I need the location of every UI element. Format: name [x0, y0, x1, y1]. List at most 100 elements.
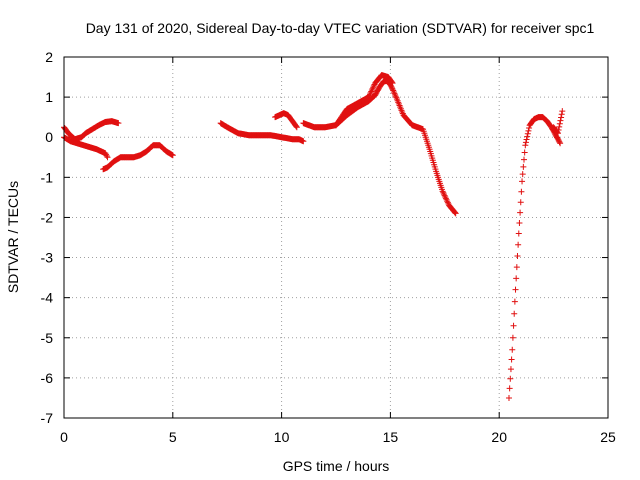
data-point	[558, 111, 565, 118]
data-point	[559, 108, 566, 115]
data-point	[369, 85, 376, 92]
y-tick-label: 1	[45, 89, 53, 105]
data-point	[518, 188, 525, 195]
y-tick-label: -3	[41, 250, 54, 266]
data-series	[217, 120, 307, 145]
data-point	[368, 87, 375, 94]
data-point	[517, 199, 524, 206]
data-point	[367, 89, 374, 96]
data-point	[524, 130, 531, 137]
chart-title: Day 131 of 2020, Sidereal Day-to-day VTE…	[86, 20, 595, 36]
data-point	[103, 151, 110, 158]
data-point	[115, 120, 122, 127]
data-point	[515, 241, 522, 248]
data-point	[366, 92, 373, 99]
data-point	[556, 120, 563, 127]
data-point	[519, 171, 526, 178]
data-series	[100, 142, 176, 173]
data-point	[393, 94, 400, 101]
data-series	[505, 114, 564, 401]
data-point	[505, 394, 512, 401]
data-point	[521, 156, 528, 163]
data-point	[508, 356, 515, 363]
data-point	[526, 125, 533, 132]
y-tick-label: -6	[41, 370, 54, 386]
data-point	[452, 210, 459, 217]
data-point	[511, 298, 518, 305]
y-tick-label: 0	[45, 129, 53, 145]
data-point	[103, 152, 110, 159]
y-axis-label: SDTVAR / TECUs	[5, 181, 21, 293]
data-point	[389, 80, 396, 87]
data-point	[510, 322, 517, 329]
data-point	[558, 114, 565, 121]
x-tick-label: 0	[60, 429, 68, 445]
data-point	[515, 230, 522, 237]
data-series	[300, 78, 459, 217]
data-point	[390, 88, 397, 95]
data-point	[440, 191, 447, 198]
data-point	[389, 86, 396, 93]
data-point	[557, 117, 564, 124]
x-tick-label: 20	[491, 429, 507, 445]
data-point	[555, 127, 562, 134]
data-point	[392, 91, 399, 98]
data-point	[388, 79, 395, 86]
data-series	[550, 108, 566, 137]
data-point	[443, 196, 450, 203]
data-point	[293, 123, 300, 130]
data-point	[442, 195, 449, 202]
data-series	[333, 72, 396, 129]
y-tick-label: -7	[41, 410, 54, 426]
y-tick-label: -1	[41, 169, 54, 185]
data-point	[102, 150, 109, 157]
data-point	[390, 87, 397, 94]
data-point	[300, 138, 307, 145]
data-point	[368, 88, 375, 95]
data-point	[388, 84, 395, 91]
data-point	[511, 310, 518, 317]
data-point	[440, 189, 447, 196]
data-point	[556, 139, 563, 146]
data-series	[61, 134, 111, 161]
data-point	[519, 178, 526, 185]
data-point	[522, 142, 529, 149]
data-point	[444, 199, 451, 206]
data-point	[520, 163, 527, 170]
data-point	[506, 385, 513, 392]
data-point	[392, 93, 399, 100]
y-tick-label: -2	[41, 209, 54, 225]
x-tick-label: 25	[600, 429, 616, 445]
data-point	[516, 220, 523, 227]
data-point	[517, 209, 524, 216]
data-point	[513, 275, 520, 282]
x-axis-label: GPS time / hours	[283, 458, 390, 474]
data-series	[61, 118, 122, 143]
data-point	[522, 139, 529, 146]
data-point	[370, 84, 377, 91]
y-tick-label: -4	[41, 290, 54, 306]
data-point	[365, 94, 372, 101]
data-point	[169, 152, 176, 159]
data-point	[442, 193, 449, 200]
axis-ticks: 0 5 10 15 20 25 -7 -6 -5 -4 -3 -2 -1 0 1 2	[41, 49, 616, 445]
data-point	[439, 188, 446, 195]
data-point	[513, 264, 520, 271]
data-point	[509, 334, 516, 341]
data-point	[444, 198, 451, 205]
y-tick-label: -5	[41, 330, 54, 346]
data-points	[61, 72, 566, 401]
data-point	[554, 130, 561, 137]
x-tick-label: 15	[383, 429, 399, 445]
y-tick-label: 2	[45, 49, 53, 65]
data-point	[370, 82, 377, 89]
data-point	[556, 123, 563, 130]
data-point	[512, 286, 519, 293]
data-point	[366, 91, 373, 98]
data-point	[104, 154, 111, 161]
data-point	[557, 140, 564, 147]
data-series	[272, 110, 300, 131]
data-point	[507, 366, 514, 373]
data-point	[523, 136, 530, 143]
